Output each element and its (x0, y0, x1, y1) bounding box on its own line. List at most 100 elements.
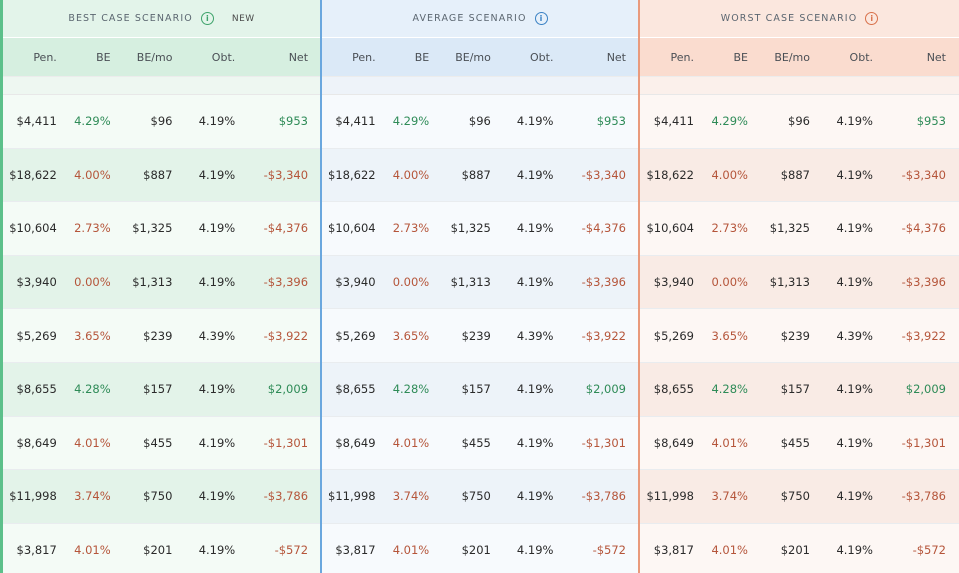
cell-obt: 4.19% (516, 275, 554, 290)
table-row[interactable]: $18,622 4.00% $887 4.19% -$3,340 (640, 148, 959, 203)
cell-net: -$3,340 (901, 167, 946, 182)
cell-be: 4.01% (711, 543, 748, 558)
header-spacer (322, 76, 638, 95)
column-header-be[interactable]: BE (414, 50, 430, 64)
table-row[interactable]: $3,940 0.00% $1,313 4.19% -$3,396 (3, 255, 320, 310)
info-icon[interactable]: i (534, 12, 548, 25)
cell-pen: $10,604 (328, 221, 376, 236)
cell-obt: 4.19% (836, 435, 873, 450)
cell-net: -$4,376 (263, 221, 309, 236)
cell-be-mo: $239 (780, 328, 810, 343)
table-row[interactable]: $5,269 3.65% $239 4.39% -$3,922 (322, 309, 638, 363)
column-header-net[interactable]: Net (926, 50, 946, 64)
column-header-be[interactable]: BE (733, 50, 749, 64)
cell-net: -$3,340 (581, 167, 626, 182)
cell-be-mo: $1,313 (132, 275, 173, 290)
cell-be-mo: $96 (788, 114, 810, 129)
cell-pen: $18,622 (646, 167, 694, 182)
table-row[interactable]: $3,817 4.01% $201 4.19% -$572 (640, 523, 959, 573)
cell-obt: 4.19% (516, 382, 554, 397)
table-row[interactable]: $11,998 3.74% $750 4.19% -$3,786 (322, 470, 638, 524)
cell-be: 3.74% (711, 489, 748, 504)
table-row[interactable]: $10,604 2.73% $1,325 4.19% -$4,376 (640, 202, 959, 256)
cell-be-mo: $157 (780, 382, 810, 397)
table-row[interactable]: $3,817 4.01% $201 4.19% -$572 (3, 523, 320, 573)
table-row[interactable]: $18,622 4.00% $887 4.19% -$3,340 (3, 148, 320, 203)
cell-be-mo: $887 (461, 167, 491, 182)
cell-be: 4.29% (74, 114, 111, 129)
column-header-obt[interactable]: Obt. (211, 50, 236, 64)
worst-case-rows: $4,411 4.29% $96 4.19% $953 $18,622 4.00% $887 4… (640, 95, 959, 573)
cell-net: -$572 (274, 543, 309, 558)
cell-pen: $3,940 (335, 275, 376, 290)
cell-obt: 4.19% (836, 275, 873, 290)
table-row[interactable]: $4,411 4.29% $96 4.19% $953 (640, 95, 959, 149)
cell-be: 4.01% (392, 543, 430, 558)
cell-pen: $4,411 (335, 114, 376, 129)
column-header-be-mo[interactable]: BE/mo (136, 50, 173, 64)
cell-be-mo: $201 (461, 543, 491, 558)
table-row[interactable]: $11,998 3.74% $750 4.19% -$3,786 (640, 470, 959, 524)
table-row[interactable]: $10,604 2.73% $1,325 4.19% -$4,376 (322, 202, 638, 256)
cell-net: -$4,376 (901, 221, 946, 236)
cell-be: 4.28% (711, 382, 748, 397)
table-row[interactable]: $8,655 4.28% $157 4.19% $2,009 (640, 362, 959, 417)
table-row[interactable]: $18,622 4.00% $887 4.19% -$3,340 (322, 148, 638, 203)
cell-obt: 4.19% (198, 435, 236, 450)
cell-be-mo: $455 (780, 435, 810, 450)
cell-net: $953 (596, 114, 626, 129)
cell-net: $2,009 (267, 382, 309, 397)
cell-pen: $8,655 (653, 382, 694, 397)
cell-be-mo: $887 (143, 167, 173, 182)
table-row[interactable]: $3,940 0.00% $1,313 4.19% -$3,396 (322, 255, 638, 310)
column-header-pen[interactable]: Pen. (33, 50, 57, 64)
table-row[interactable]: $3,817 4.01% $201 4.19% -$572 (322, 523, 638, 573)
column-header-obt[interactable]: Obt. (849, 50, 873, 64)
info-icon[interactable]: i (200, 12, 214, 25)
table-row[interactable]: $8,649 4.01% $455 4.19% -$1,301 (3, 416, 320, 471)
cell-net: $2,009 (905, 382, 946, 397)
table-row[interactable]: $11,998 3.74% $750 4.19% -$3,786 (3, 470, 320, 524)
table-row[interactable]: $5,269 3.65% $239 4.39% -$3,922 (3, 309, 320, 363)
cell-be: 4.00% (711, 167, 748, 182)
table-row[interactable]: $3,940 0.00% $1,313 4.19% -$3,396 (640, 255, 959, 310)
cell-be: 3.74% (392, 489, 430, 504)
column-header-be-mo[interactable]: BE/mo (774, 50, 810, 64)
average-header: AVERAGE SCENARIO i (322, 0, 638, 37)
column-header-obt[interactable]: Obt. (530, 50, 554, 64)
cell-be-mo: $1,325 (450, 221, 491, 236)
cell-be: 0.00% (392, 275, 430, 290)
table-row[interactable]: $8,649 4.01% $455 4.19% -$1,301 (640, 416, 959, 471)
table-row[interactable]: $8,655 4.28% $157 4.19% $2,009 (3, 362, 320, 417)
worst-case-title: WORST CASE SCENARIO (720, 13, 858, 24)
cell-pen: $4,411 (16, 114, 57, 129)
cell-be: 4.28% (392, 382, 430, 397)
column-header-pen[interactable]: Pen. (352, 50, 376, 64)
table-row[interactable]: $10,604 2.73% $1,325 4.19% -$4,376 (3, 202, 320, 256)
cell-be: 3.65% (392, 328, 430, 343)
column-header-net[interactable]: Net (288, 50, 309, 64)
best-case-rows: $4,411 4.29% $96 4.19% $953 $18,622 4.00% $887 4… (3, 95, 320, 573)
table-row[interactable]: $5,269 3.65% $239 4.39% -$3,922 (640, 309, 959, 363)
table-row[interactable]: $4,411 4.29% $96 4.19% $953 (322, 95, 638, 149)
info-icon[interactable]: i (865, 12, 879, 25)
cell-net: -$1,301 (263, 435, 309, 450)
table-row[interactable]: $4,411 4.29% $96 4.19% $953 (3, 95, 320, 149)
table-row[interactable]: $8,655 4.28% $157 4.19% $2,009 (322, 362, 638, 417)
table-row[interactable]: $8,649 4.01% $455 4.19% -$1,301 (322, 416, 638, 471)
cell-pen: $3,940 (16, 275, 57, 290)
column-header-be-mo[interactable]: BE/mo (455, 50, 491, 64)
cell-net: -$3,922 (581, 328, 626, 343)
column-header-net[interactable]: Net (606, 50, 626, 64)
cell-be: 4.29% (711, 114, 748, 129)
cell-be: 4.00% (74, 167, 111, 182)
column-header-be[interactable]: BE (96, 50, 111, 64)
cell-net: $953 (916, 114, 946, 129)
cell-obt: 4.19% (836, 489, 873, 504)
cell-obt: 4.19% (836, 382, 873, 397)
cell-obt: 4.39% (516, 328, 554, 343)
cell-obt: 4.19% (516, 489, 554, 504)
cell-be: 0.00% (74, 275, 111, 290)
column-header-pen[interactable]: Pen. (670, 50, 694, 64)
